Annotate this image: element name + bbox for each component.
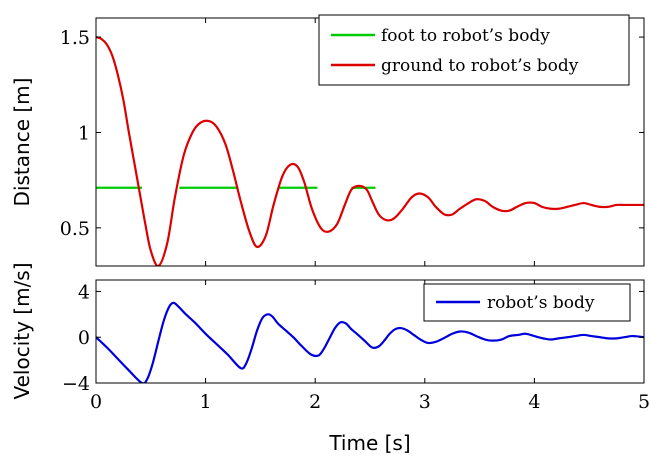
velocity-legend: robot’s body [423,283,631,322]
velocity-x-tick-label: 1 [200,391,212,413]
legend-label-foot-to-robots-body: foot to robot’s body [381,26,550,46]
distance-ticks: 0.5 1 1.5 [60,18,645,266]
distance-legend-box [318,14,630,86]
velocity-subplot: 0 1 2 3 4 5−404 Velocity [m/s] Time [s] robot… [10,262,650,455]
legend-label-ground-to-robots-body: ground to robot’s body [381,56,579,76]
velocity-x-tick-label: 0 [90,391,102,413]
velocity-plot-frame [95,279,645,384]
distance-y-tick-label: 0.5 [60,218,90,240]
velocity-series [96,301,644,383]
velocity-x-tick-label: 3 [419,391,431,413]
distance-series [96,36,644,266]
velocity-ticks: 0 1 2 3 4 5−404 [62,280,650,413]
distance-y-tick-label: 1 [78,122,90,144]
distance-legend: foot to robot’s body ground to robot’s b… [318,14,630,86]
velocity-x-tick-label: 2 [309,391,321,413]
velocity-y-tick-label: 4 [78,281,90,303]
velocity-y-tick-label: 0 [78,327,90,349]
distance-y-axis-label: Distance [m] [10,78,34,207]
distance-y-tick-label: 1.5 [60,27,90,49]
series-line-ground-to-robot-s-body [96,36,644,266]
velocity-x-tick-label: 5 [638,391,650,413]
distance-subplot: 0.5 1 1.5 Distance [m] foot to robot’s bod… [10,14,645,267]
velocity-x-tick-label: 4 [528,391,540,413]
legend-label-robots-body: robot’s body [487,293,595,313]
velocity-y-tick-label: −4 [62,373,90,395]
series-line-robot-s-body [96,301,644,383]
time-x-axis-label: Time [s] [328,431,410,455]
velocity-y-axis-label: Velocity [m/s] [10,262,34,399]
